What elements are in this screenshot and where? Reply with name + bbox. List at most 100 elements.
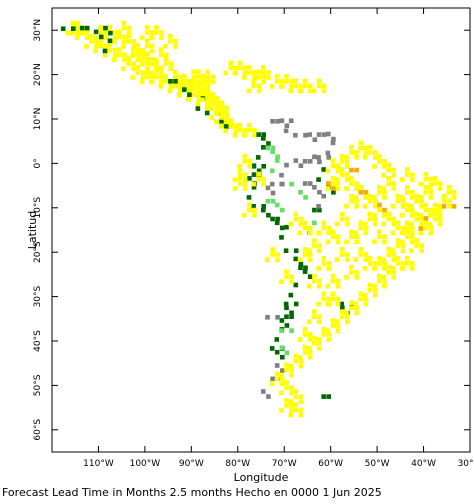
grid-cell-yellow (345, 177, 350, 182)
grid-cell-dark-green (251, 204, 256, 209)
grid-cell-yellow (288, 363, 294, 369)
grid-cell-yellow (163, 79, 169, 84)
grid-cell-yellow (196, 88, 201, 94)
grid-cell-yellow (410, 225, 415, 231)
grid-cell-yellow (201, 74, 206, 80)
grid-cell-yellow (191, 87, 196, 92)
grid-cell-yellow (261, 176, 266, 182)
grid-cell-yellow (363, 301, 369, 307)
grid-cell-yellow (335, 296, 341, 302)
grid-cell-yellow (261, 79, 266, 85)
grid-cell-yellow (326, 337, 331, 342)
grid-cell-yellow (214, 110, 219, 116)
grid-cell-yellow (340, 216, 345, 222)
grid-cell-gray (307, 181, 313, 186)
grid-cell-yellow (334, 177, 340, 182)
grid-cell-dark-green (247, 176, 252, 181)
grid-cell-yellow (247, 127, 252, 133)
grid-cell-yellow (163, 57, 169, 63)
grid-cell-yellow (284, 398, 289, 403)
grid-cell-yellow (144, 56, 150, 62)
grid-cell-yellow (437, 216, 443, 222)
grid-cell-yellow (307, 354, 313, 360)
grid-cell-yellow (446, 185, 452, 190)
grid-cell-yellow (330, 163, 336, 168)
grid-cell-yellow (242, 75, 247, 80)
grid-cell-dark-green (108, 30, 113, 36)
grid-cell-yellow (154, 25, 159, 30)
grid-cell-yellow (316, 337, 321, 342)
grid-cell-yellow (274, 376, 280, 382)
grid-cell-orange (326, 181, 331, 186)
grid-cell-yellow (98, 25, 103, 30)
grid-cell-dark-green (261, 132, 266, 137)
grid-cell-yellow (131, 47, 136, 52)
grid-cell-yellow (418, 212, 424, 218)
grid-cell-yellow (200, 91, 206, 97)
grid-cell-dark-green (102, 48, 108, 54)
grid-cell-yellow (358, 185, 364, 190)
grid-cell-orange (358, 190, 364, 195)
grid-cell-yellow (219, 114, 224, 120)
grid-cell-yellow (89, 39, 94, 44)
grid-cell-yellow (144, 25, 150, 30)
grid-cell-yellow (270, 247, 275, 252)
grid-cell-yellow (410, 195, 415, 200)
grid-cell-yellow (279, 408, 284, 413)
grid-cell-yellow (302, 83, 308, 89)
grid-cell-yellow (210, 79, 215, 85)
grid-cell-yellow (224, 105, 229, 111)
grid-cell-yellow (158, 84, 163, 89)
grid-cell-yellow (344, 186, 349, 191)
grid-cell-yellow (237, 122, 243, 128)
grid-cell-yellow (349, 198, 354, 204)
grid-cell-yellow (377, 185, 382, 190)
grid-cell-yellow (358, 225, 364, 231)
grid-cell-yellow (372, 292, 378, 298)
grid-cell-dark-green (274, 349, 280, 355)
grid-cell-yellow (247, 70, 252, 75)
grid-cell-yellow (391, 275, 397, 280)
grid-cell-yellow (377, 234, 382, 239)
grid-cell-yellow (102, 53, 108, 58)
grid-cell-yellow (326, 230, 331, 236)
grid-cell-yellow (405, 185, 410, 190)
grid-cell-yellow (94, 39, 99, 44)
grid-cell-yellow (252, 132, 257, 138)
grid-cell-yellow (140, 75, 146, 80)
grid-cell-yellow (316, 78, 322, 83)
map-frame (51, 7, 471, 453)
grid-cell-yellow (289, 367, 294, 373)
x-tick-label: 40°W (411, 459, 436, 469)
grid-cell-yellow (354, 204, 359, 209)
grid-cell-yellow (386, 252, 391, 257)
grid-cell-yellow (279, 279, 284, 285)
grid-cell-yellow (437, 186, 443, 191)
grid-cell-yellow (135, 70, 141, 75)
grid-cell-dark-green (246, 195, 252, 200)
grid-cell-yellow (298, 363, 304, 369)
grid-cell-yellow (293, 216, 299, 222)
grid-cell-yellow (372, 283, 377, 289)
grid-cell-yellow (330, 158, 336, 163)
grid-cell-yellow (317, 314, 322, 319)
grid-cell-yellow (107, 42, 113, 48)
grid-cell-yellow (237, 172, 243, 177)
grid-cell-yellow (345, 172, 350, 177)
grid-cell-gray (293, 132, 298, 138)
grid-cell-yellow (298, 358, 304, 364)
grid-cell-yellow (307, 332, 313, 337)
grid-cell-dark-green (283, 248, 289, 253)
grid-cell-yellow (386, 270, 391, 275)
grid-cell-yellow (447, 204, 452, 209)
grid-cell-yellow (321, 261, 326, 266)
grid-cell-yellow (242, 70, 248, 76)
grid-cell-yellow (307, 225, 313, 231)
grid-cell-yellow (256, 83, 262, 89)
grid-cell-dark-green (103, 25, 108, 31)
grid-cell-dark-green (256, 132, 261, 137)
grid-cell-dark-green (219, 119, 224, 124)
grid-cell-yellow (302, 252, 308, 257)
grid-cell-gray (270, 190, 276, 196)
grid-cell-yellow (121, 20, 127, 26)
